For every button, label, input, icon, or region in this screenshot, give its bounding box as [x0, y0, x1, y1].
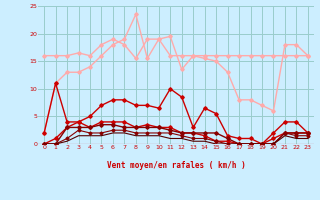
- X-axis label: Vent moyen/en rafales ( km/h ): Vent moyen/en rafales ( km/h ): [107, 161, 245, 170]
